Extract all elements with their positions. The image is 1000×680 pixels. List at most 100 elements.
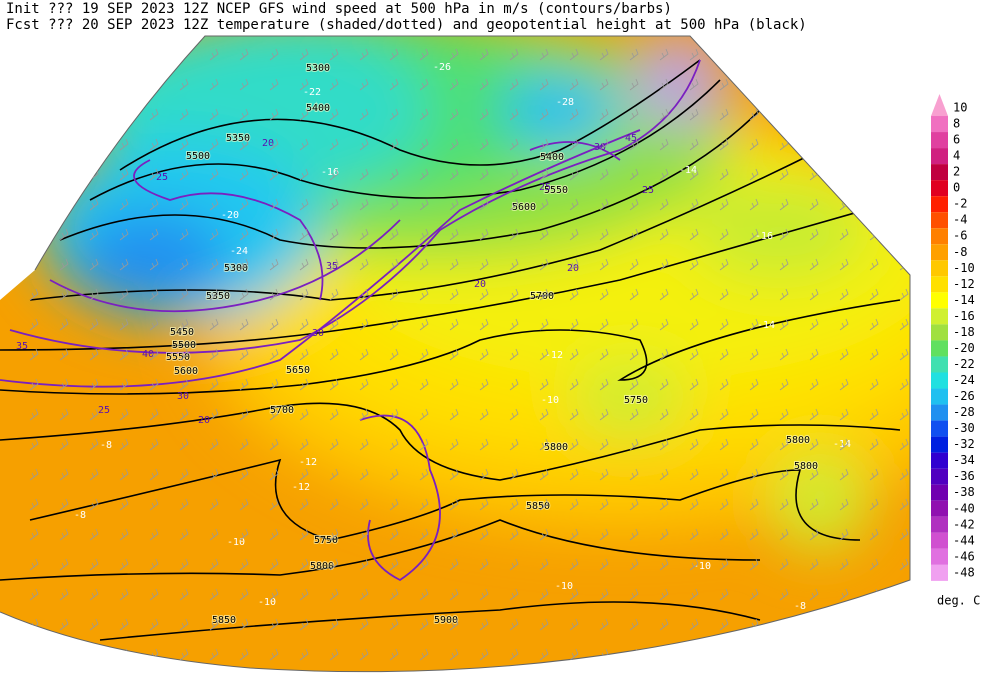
temp-label: -10 xyxy=(555,581,573,592)
height-label: 5600 xyxy=(174,366,198,377)
temp-label: -14 xyxy=(679,165,697,176)
wind-barbs xyxy=(29,48,909,661)
colorbar-box xyxy=(931,116,948,133)
map-labels: 5300540053505500530053505450550055505600… xyxy=(16,62,851,627)
colorbar-label: -40 xyxy=(953,501,975,515)
height-label: 5500 xyxy=(186,151,210,162)
colorbar-box xyxy=(931,404,948,421)
temp-label: -8 xyxy=(794,601,806,612)
colorbar-label: -6 xyxy=(953,229,967,243)
wind-label: 35 xyxy=(326,261,338,272)
height-label: 5300 xyxy=(306,63,330,74)
wind-label: 20 xyxy=(262,138,274,149)
colorbar-label: -48 xyxy=(953,565,975,579)
temp-label: -24 xyxy=(230,246,248,257)
temp-label: -10 xyxy=(258,597,276,608)
colorbar-box xyxy=(931,308,948,325)
colorbar: 10 8 6 4 2 0 -2 -4 -6 -8 -10 -12 -14 -16 -18 -20 -22 -24 -… xyxy=(931,94,975,581)
colorbar-label: -22 xyxy=(953,357,975,371)
temp-label: -16 xyxy=(755,231,773,242)
colorbar-box xyxy=(931,132,948,149)
wind-label: 30 xyxy=(312,328,324,339)
colorbar-label: -30 xyxy=(953,421,975,435)
colorbar-box xyxy=(931,276,948,293)
height-label: 5500 xyxy=(172,340,196,351)
colorbar-label: -2 xyxy=(953,197,967,211)
colorbar-label: -8 xyxy=(953,245,967,259)
wind-label: 35 xyxy=(16,341,28,352)
wind-label: 25 xyxy=(98,405,110,416)
height-label: 5550 xyxy=(166,352,190,363)
colorbar-label: -32 xyxy=(953,437,975,451)
wind-label: 20 xyxy=(567,263,579,274)
temp-label: -8 xyxy=(100,440,112,451)
wind-contours xyxy=(0,59,701,582)
colorbar-box xyxy=(931,260,948,277)
wind-label: 30 xyxy=(177,391,189,402)
temp-label: -28 xyxy=(556,97,574,108)
height-label: 5750 xyxy=(624,395,648,406)
colorbar-label: -16 xyxy=(953,309,975,323)
temp-label: -12 xyxy=(299,457,317,468)
colorbar-label: -44 xyxy=(953,533,975,547)
height-label: 5700 xyxy=(270,405,294,416)
colorbar-label: -10 xyxy=(953,261,975,275)
header-line: Fcst ??? 20 SEP 2023 12Z temperature (sh… xyxy=(6,17,807,33)
height-label: 5900 xyxy=(434,615,458,626)
height-label: 5700 xyxy=(530,291,554,302)
colorbar-label: 0 xyxy=(953,181,960,195)
colorbar-label: -4 xyxy=(953,213,967,227)
colorbar-label: -38 xyxy=(953,485,975,499)
colorbar-label: -20 xyxy=(953,341,975,355)
colorbar-box xyxy=(931,388,948,405)
colorbar-box xyxy=(931,196,948,213)
colorbar-label: -12 xyxy=(953,277,975,291)
colorbar-box xyxy=(931,532,948,549)
temp-label: -10 xyxy=(693,561,711,572)
colorbar-label: -24 xyxy=(953,373,975,387)
height-label: 5450 xyxy=(170,327,194,338)
colorbar-box xyxy=(931,356,948,373)
colorbar-box xyxy=(931,244,948,261)
colorbar-box xyxy=(931,164,948,181)
height-label: 5400 xyxy=(306,103,330,114)
height-label: 5600 xyxy=(512,202,536,213)
temp-label: -12 xyxy=(292,482,310,493)
colorbar-box xyxy=(931,516,948,533)
height-label: 5550 xyxy=(544,185,568,196)
colorbar-box xyxy=(931,180,948,197)
colorbar-label: -42 xyxy=(953,517,975,531)
colorbar-box xyxy=(931,212,948,229)
colorbar-box xyxy=(931,500,948,517)
height-contours xyxy=(0,59,901,641)
colorbar-label: -18 xyxy=(953,325,975,339)
colorbar-box xyxy=(931,484,948,501)
colorbar-label: -26 xyxy=(953,389,975,403)
height-label: 5350 xyxy=(206,291,230,302)
colorbar-box xyxy=(931,324,948,341)
height-label: 5800 xyxy=(794,461,818,472)
colorbar-label: 2 xyxy=(953,165,960,179)
wind-label: 25 xyxy=(156,172,168,183)
temp-label: -8 xyxy=(74,510,86,521)
temp-label: -10 xyxy=(541,395,559,406)
temp-label: -26 xyxy=(433,62,451,73)
wind-label: 30 xyxy=(594,142,606,153)
colorbar-box xyxy=(931,436,948,453)
temp-label: -14 xyxy=(833,439,851,450)
colorbar-box xyxy=(931,468,948,485)
temp-label: -22 xyxy=(303,87,321,98)
header-line: Init ??? 19 SEP 2023 12Z NCEP GFS wind s… xyxy=(6,1,672,17)
colorbar-label: -28 xyxy=(953,405,975,419)
temp-label: -20 xyxy=(221,210,239,221)
colorbar-box xyxy=(931,148,948,165)
colorbar-label: 10 xyxy=(953,101,967,115)
map-border xyxy=(0,35,911,673)
colorbar-label: 4 xyxy=(953,149,960,163)
temp-label: -10 xyxy=(227,537,245,548)
colorbar-label: -46 xyxy=(953,549,975,563)
height-label: 5350 xyxy=(226,133,250,144)
height-label: 5850 xyxy=(526,501,550,512)
